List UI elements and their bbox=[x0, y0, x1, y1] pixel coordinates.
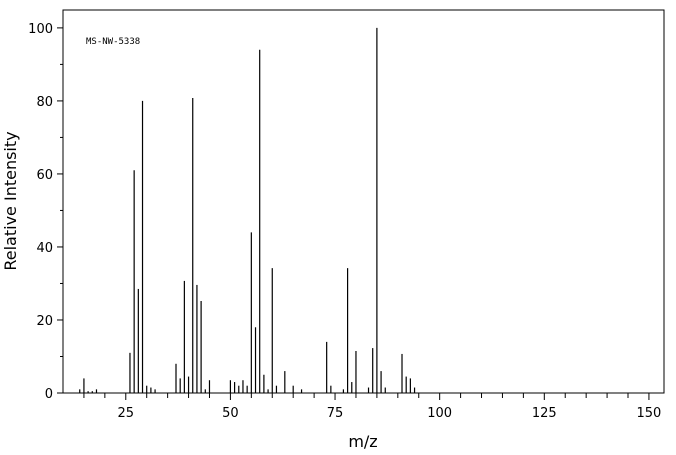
x-tick-label: 125 bbox=[532, 406, 557, 421]
y-tick-label: 60 bbox=[36, 168, 53, 183]
y-axis-label: Relative Intensity bbox=[1, 131, 20, 270]
y-tick-label: 40 bbox=[36, 241, 53, 256]
x-tick-label: 150 bbox=[637, 406, 662, 421]
x-axis-label: m/z bbox=[348, 432, 377, 451]
x-tick-label: 100 bbox=[427, 406, 452, 421]
y-tick-label: 0 bbox=[45, 387, 53, 402]
y-tick-label: 80 bbox=[36, 95, 53, 110]
plot-frame bbox=[62, 9, 665, 394]
y-tick-label: 20 bbox=[36, 314, 53, 329]
x-tick-label: 75 bbox=[327, 406, 344, 421]
x-tick-label: 25 bbox=[118, 406, 135, 421]
annotation: MS-NW-5338 bbox=[86, 37, 140, 47]
y-tick-label: 100 bbox=[28, 22, 53, 37]
x-tick-label: 50 bbox=[222, 406, 239, 421]
